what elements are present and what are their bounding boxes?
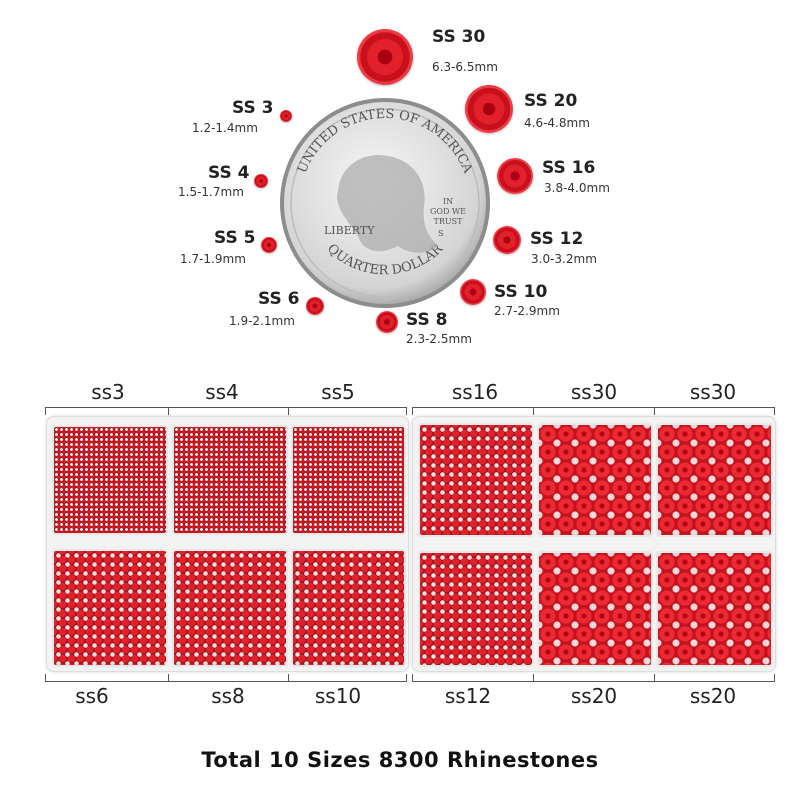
- compartment-ss12: [418, 551, 534, 667]
- bracket-tick: [533, 407, 534, 415]
- bottom-bracket-right: [412, 681, 775, 682]
- size-mm-ss3: 1.2-1.4mm: [192, 121, 258, 135]
- coin-motto-2: GOD WE: [430, 207, 466, 216]
- rhinestone-ss30: [357, 29, 413, 85]
- rhinestone-ss3: [280, 110, 292, 122]
- bracket-tick: [168, 674, 169, 682]
- top-bracket-left: [45, 407, 407, 408]
- rhinestone-ss16: [497, 158, 533, 194]
- size-mm-ss30: 6.3-6.5mm: [432, 60, 498, 74]
- compartment-ss6: [52, 549, 168, 667]
- coin-motto-1: IN: [443, 197, 453, 206]
- size-label-ss5: SS 5: [214, 228, 256, 248]
- size-mm-ss4: 1.5-1.7mm: [178, 185, 244, 199]
- compartment-ss30-b: [656, 423, 773, 537]
- bracket-tick: [533, 674, 534, 682]
- size-label-ss30: SS 30: [432, 27, 486, 47]
- tray-label-ss8: ss8: [211, 684, 245, 708]
- compartment-ss20-b: [656, 551, 773, 667]
- coin-motto-3: TRUST: [434, 217, 464, 226]
- tray-label-ss12: ss12: [444, 684, 492, 708]
- bottom-bracket-left: [45, 681, 407, 682]
- size-label-ss6: SS 6: [258, 289, 300, 309]
- bracket-tick: [406, 407, 407, 415]
- bracket-tick: [654, 674, 655, 682]
- tray-label-ss30-b: ss30: [689, 380, 737, 404]
- tray-label-ss5: ss5: [321, 380, 355, 404]
- tray-label-ss16: ss16: [451, 380, 499, 404]
- quarter-coin-image: UNITED STATES OF AMERICA QUARTER DOLLAR …: [280, 98, 490, 308]
- size-label-ss20: SS 20: [524, 91, 578, 111]
- size-mm-ss16: 3.8-4.0mm: [544, 181, 610, 195]
- compartment-ss10: [291, 549, 406, 667]
- size-mm-ss10: 2.7-2.9mm: [494, 304, 560, 318]
- size-mm-ss5: 1.7-1.9mm: [180, 252, 246, 266]
- bracket-tick: [412, 407, 413, 415]
- compartment-ss30-a: [537, 423, 653, 537]
- bracket-tick: [406, 674, 407, 682]
- bracket-tick: [45, 674, 46, 682]
- bracket-tick: [168, 407, 169, 415]
- size-label-ss3: SS 3: [232, 98, 274, 118]
- bracket-tick: [412, 674, 413, 682]
- rhinestone-ss20: [465, 85, 513, 133]
- compartment-ss20-a: [537, 551, 653, 667]
- compartment-ss3: [52, 425, 168, 535]
- coin-mint-mark: S: [438, 229, 443, 238]
- top-bracket-right: [412, 407, 775, 408]
- rhinestone-ss12: [493, 226, 521, 254]
- size-label-ss16: SS 16: [542, 158, 596, 178]
- bracket-tick: [45, 407, 46, 415]
- rhinestone-ss5: [261, 237, 277, 253]
- rhinestone-ss6: [306, 297, 324, 315]
- compartment-ss5: [291, 425, 406, 535]
- size-label-ss12: SS 12: [530, 229, 584, 249]
- size-mm-ss12: 3.0-3.2mm: [531, 252, 597, 266]
- tray-label-ss6: ss6: [75, 684, 109, 708]
- rhinestone-ss8: [376, 311, 398, 333]
- bracket-tick: [288, 674, 289, 682]
- compartment-ss8: [172, 549, 288, 667]
- compartment-ss16: [418, 423, 534, 537]
- tray-label-ss4: ss4: [205, 380, 239, 404]
- tray-label-ss20-b: ss20: [689, 684, 737, 708]
- caption-total: Total 10 Sizes 8300 Rhinestones: [201, 748, 599, 772]
- size-mm-ss20: 4.6-4.8mm: [524, 116, 590, 130]
- size-label-ss8: SS 8: [406, 310, 448, 330]
- rhinestone-ss4: [254, 174, 268, 188]
- size-label-ss4: SS 4: [208, 163, 250, 183]
- bracket-tick: [288, 407, 289, 415]
- tray-label-ss30-a: ss30: [570, 380, 618, 404]
- bracket-tick: [774, 407, 775, 415]
- right-tray: [412, 416, 776, 672]
- size-mm-ss6: 1.9-2.1mm: [229, 314, 295, 328]
- left-tray: [46, 416, 409, 672]
- size-label-ss10: SS 10: [494, 282, 548, 302]
- tray-label-ss3: ss3: [91, 380, 125, 404]
- bracket-tick: [774, 674, 775, 682]
- rhinestone-ss10: [460, 279, 486, 305]
- tray-label-ss10: ss10: [314, 684, 362, 708]
- bracket-tick: [654, 407, 655, 415]
- compartment-ss4: [172, 425, 288, 535]
- size-mm-ss8: 2.3-2.5mm: [406, 332, 472, 346]
- tray-label-ss20-a: ss20: [570, 684, 618, 708]
- coin-liberty: LIBERTY: [324, 224, 375, 237]
